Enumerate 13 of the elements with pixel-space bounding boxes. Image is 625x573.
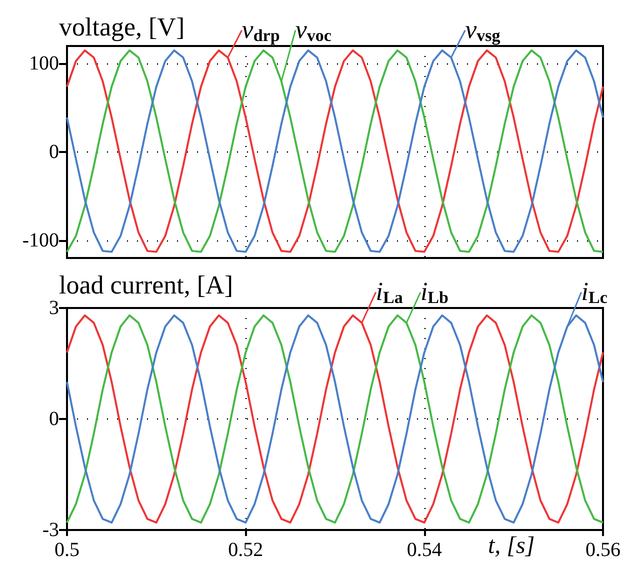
y-tick-label: -3 <box>42 519 59 541</box>
x-tick-label: 0.52 <box>228 539 264 561</box>
y-tick-label: 100 <box>29 52 59 75</box>
x-axis-title: t, [s] <box>488 533 535 559</box>
y-axis-title: voltage, [V] <box>59 12 185 42</box>
y-tick-label: 0 <box>49 141 59 163</box>
y-tick-label: 0 <box>49 408 59 430</box>
y-tick-label: 3 <box>49 297 59 319</box>
y-axis-title: load current, [A] <box>59 270 233 300</box>
y-tick-label: -100 <box>22 229 59 252</box>
x-tick-label: 0.54 <box>406 539 442 561</box>
x-tick-label: 0.5 <box>54 539 80 561</box>
x-tick-label: 0.56 <box>586 539 620 561</box>
